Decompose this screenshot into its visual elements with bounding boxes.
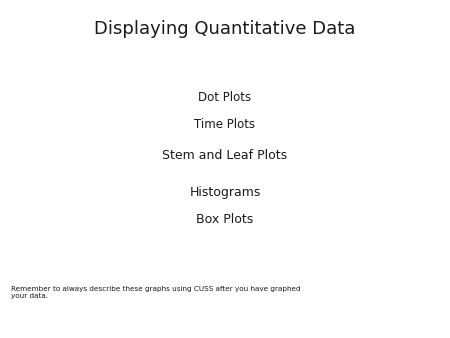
Text: Displaying Quantitative Data: Displaying Quantitative Data xyxy=(94,20,356,38)
Text: Box Plots: Box Plots xyxy=(196,213,254,226)
Text: Dot Plots: Dot Plots xyxy=(198,91,252,104)
Text: Remember to always describe these graphs using CUSS after you have graphed
your : Remember to always describe these graphs… xyxy=(11,286,301,298)
Text: Stem and Leaf Plots: Stem and Leaf Plots xyxy=(162,149,288,162)
Text: Time Plots: Time Plots xyxy=(194,118,256,131)
Text: Histograms: Histograms xyxy=(189,186,261,199)
